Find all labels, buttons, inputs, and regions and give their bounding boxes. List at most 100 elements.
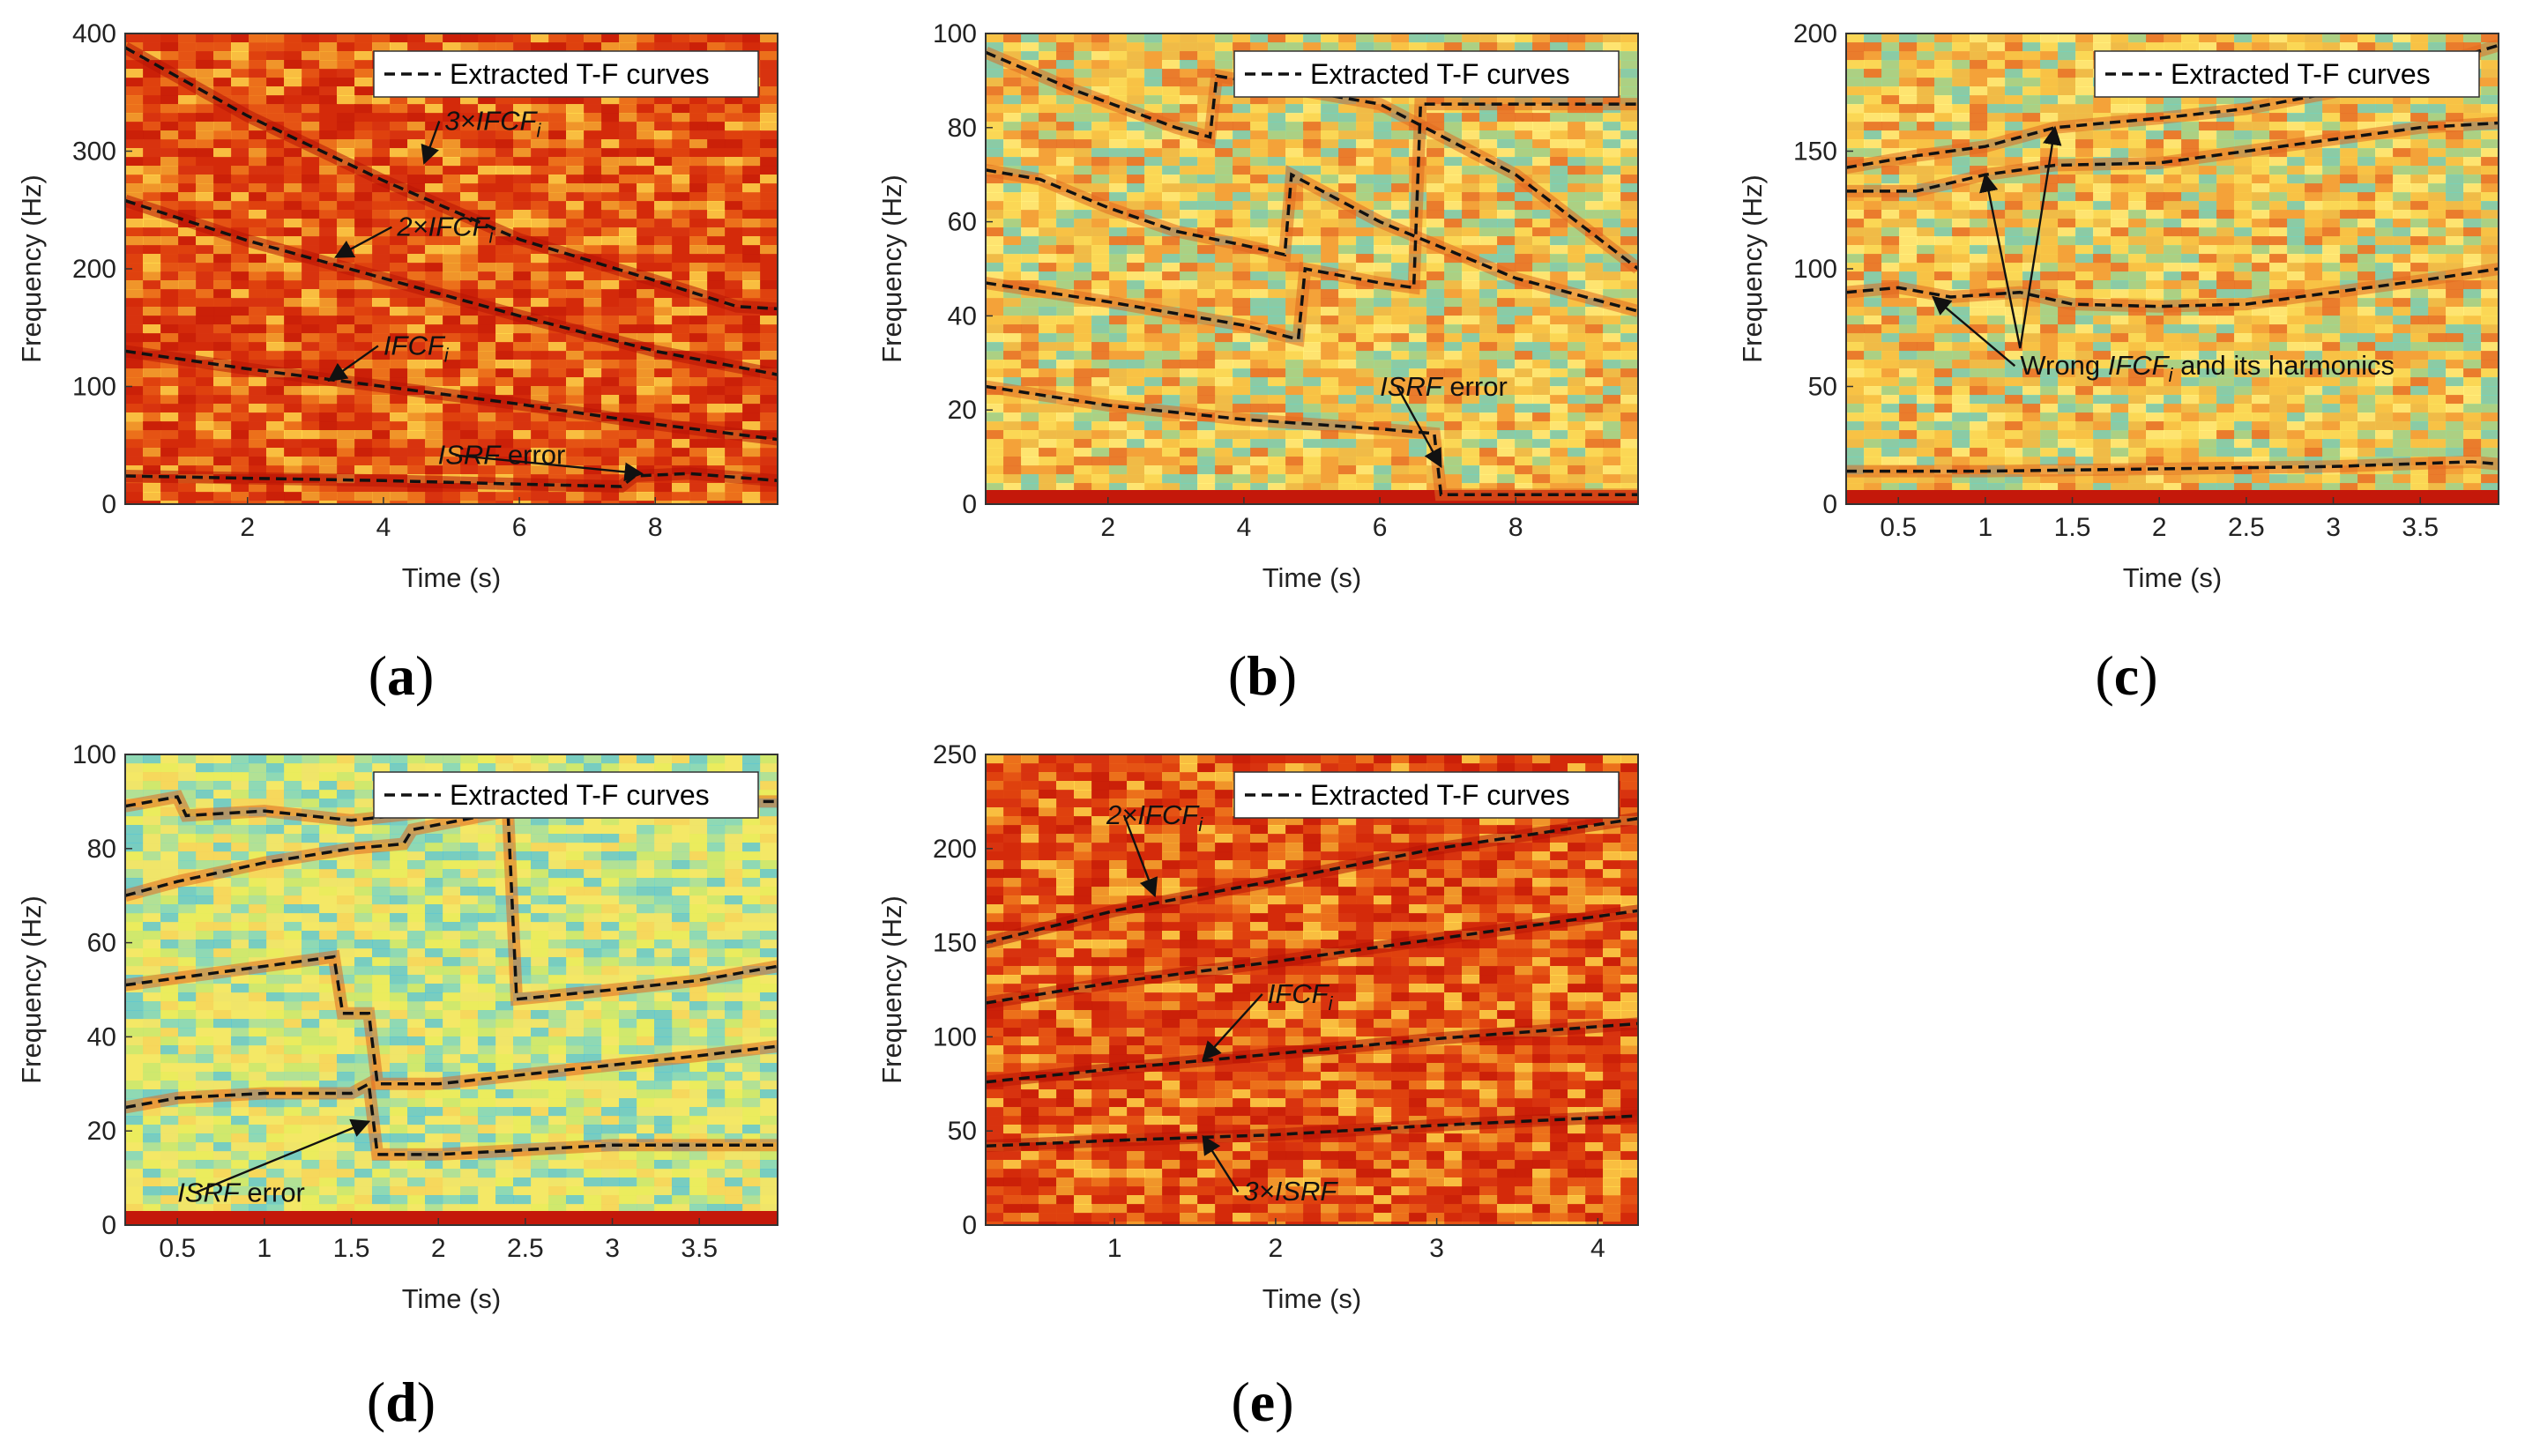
heatmap-cell [1550,33,1568,43]
heatmap-cell [1550,192,1568,202]
heatmap-cell [637,227,655,237]
heatmap-cell [1356,448,1374,457]
heatmap-cell [1391,42,1410,52]
heatmap-cell [1864,236,1882,246]
heatmap-cell [1039,377,1057,387]
heatmap-cell [390,439,408,449]
heatmap-cell [2128,201,2147,211]
heatmap-cell [1321,254,1339,264]
heatmap-cell [1233,210,1251,219]
heatmap-cell [2075,42,2094,52]
heatmap-cell [637,254,655,264]
annotation-italic: IFCF [384,330,446,360]
heatmap-cell [1021,395,1039,405]
heatmap-cell [1568,333,1586,343]
heatmap-cell [160,148,179,158]
heatmap-cell [213,51,232,61]
heatmap-cell [478,333,496,343]
heatmap-cell [672,430,690,440]
heatmap-cell [707,130,726,140]
heatmap-cell [1285,368,1304,378]
heatmap-cell [302,412,320,422]
heatmap-cell [1356,139,1374,149]
heatmap-cell [1374,201,1392,211]
heatmap-cell [1846,104,1865,114]
heatmap-cell [1550,377,1568,387]
heatmap-cell [513,377,532,387]
heatmap-cell [725,42,743,52]
heatmap-cell [231,166,250,175]
heatmap-cell [249,227,267,237]
heatmap-cell [1003,86,1022,96]
heatmap-cell [1970,130,1988,140]
heatmap-cell [689,245,708,255]
heatmap-cell [654,501,673,504]
heatmap-cell [1144,298,1163,308]
heatmap-cell [1479,351,1498,360]
heatmap-cell [2093,33,2112,43]
heatmap-cell [1197,219,1216,228]
heatmap-cell [337,351,355,360]
heatmap-cell [1987,236,2006,246]
heatmap-cell [302,280,320,290]
heatmap-cell [1268,448,1286,457]
heatmap-cell [1532,245,1551,255]
heatmap-cell [319,219,338,228]
heatmap-cell [249,148,267,158]
heatmap-cell [1074,175,1092,184]
heatmap-cell [1268,386,1286,396]
heatmap-cell [443,130,461,140]
heatmap-cell [689,219,708,228]
heatmap-cell [2357,148,2376,158]
heatmap-cell [654,227,673,237]
heatmap-cell [2093,201,2112,211]
heatmap-cell [1391,201,1410,211]
heatmap-cell [689,236,708,246]
heatmap-cell [143,439,161,449]
heatmap-cell [372,33,391,43]
heatmap-cell [284,342,302,352]
heatmap-cell [1550,254,1568,264]
heatmap-cell [266,386,285,396]
heatmap-cell [986,33,1004,43]
heatmap-cell [1091,457,1110,466]
heatmap-cell [707,501,726,504]
heatmap-cell [302,42,320,52]
heatmap-cell [1074,351,1092,360]
heatmap-cell [125,386,144,396]
heatmap-cell [1144,280,1163,290]
heatmap-cell [460,404,479,413]
heatmap-cell [1162,465,1181,475]
heatmap-cell [1039,192,1057,202]
heatmap-cell [1374,122,1392,131]
heatmap-cell [2322,219,2341,228]
heatmap-cell [1444,368,1463,378]
heatmap-cell [1391,316,1410,325]
heatmap-cell [2164,192,2182,202]
heatmap-cell [2393,175,2411,184]
heatmap-cell [2005,69,2023,78]
heatmap-cell [2005,183,2023,193]
heatmap-cell [249,201,267,211]
heatmap-cell [637,104,655,114]
heatmap-cell [1233,474,1251,484]
heatmap-cell [2287,227,2305,237]
heatmap-cell [548,227,567,237]
heatmap-cell [1091,474,1110,484]
heatmap-cell [2075,227,2094,237]
heatmap-cell [319,439,338,449]
heatmap-cell [2463,236,2482,246]
heatmap-cell [1479,289,1498,299]
heatmap-cell [407,183,426,193]
heatmap-cell [2040,51,2059,61]
heatmap-cell [143,421,161,431]
heatmap-cell [495,404,514,413]
heatmap-cell [1426,166,1445,175]
heatmap-cell [1321,183,1339,193]
heatmap-cell [284,69,302,78]
heatmap-cell [1426,316,1445,325]
heatmap-cell [1620,69,1638,78]
heatmap-cell [2269,219,2288,228]
heatmap-cell [1109,113,1128,123]
heatmap-cell [742,175,761,184]
